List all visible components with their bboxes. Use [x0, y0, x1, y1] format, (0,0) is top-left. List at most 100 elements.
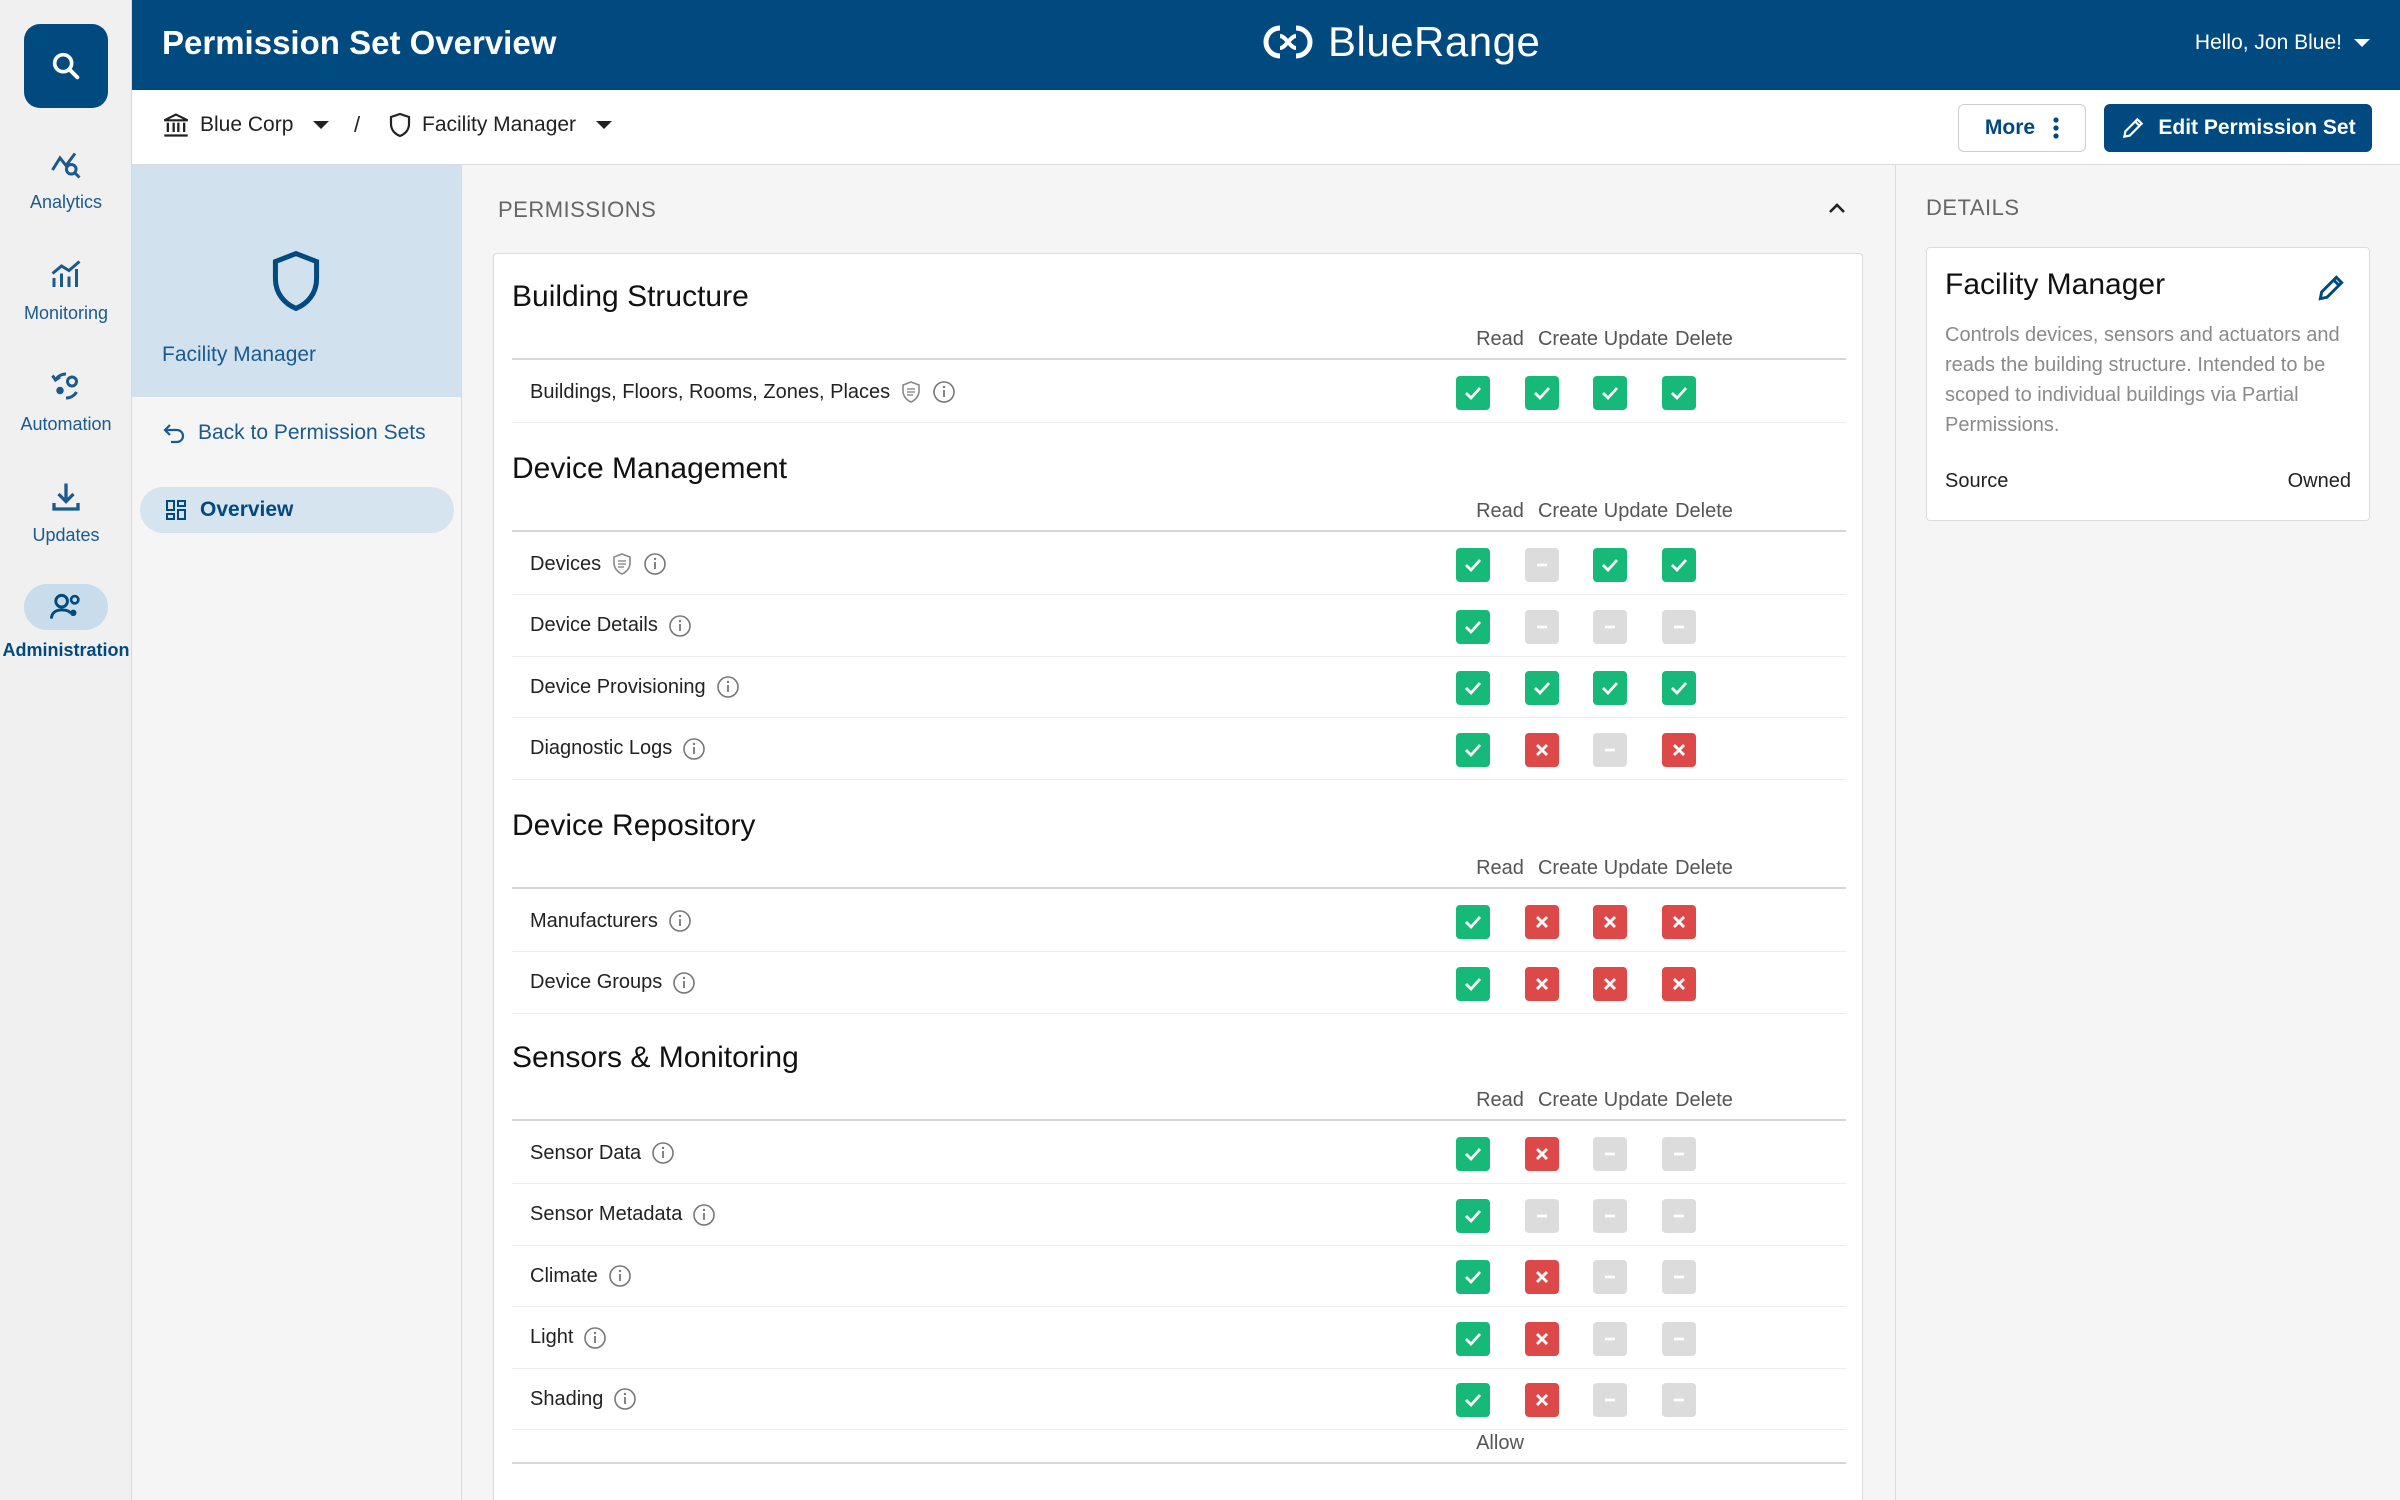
- overview-nav-item[interactable]: Overview: [140, 487, 454, 533]
- back-link-label: Back to Permission Sets: [198, 421, 426, 444]
- permission-row-label: Sensor Metadata: [530, 1203, 716, 1227]
- info-icon[interactable]: [682, 737, 706, 761]
- check-icon: [1465, 977, 1482, 991]
- permission-checkbox-create[interactable]: [1525, 966, 1559, 1001]
- permission-checkbox-delete[interactable]: [1662, 905, 1696, 939]
- permission-checkbox-delete[interactable]: [1662, 671, 1696, 705]
- permission-checkbox-delete[interactable]: [1662, 609, 1696, 644]
- permission-row-label: Device Details: [530, 614, 692, 638]
- permission-checkbox-create[interactable]: [1525, 1198, 1559, 1233]
- check-icon: [1602, 682, 1619, 696]
- permission-checkbox-update[interactable]: [1593, 609, 1627, 644]
- permission-checkbox-create[interactable]: [1525, 548, 1559, 582]
- edit-permission-set-button[interactable]: Edit Permission Set: [2104, 104, 2372, 152]
- permission-column-headers: Allow: [512, 1424, 1846, 1464]
- info-icon[interactable]: [608, 1264, 632, 1288]
- info-icon[interactable]: [651, 1141, 675, 1165]
- permission-checkbox-create[interactable]: [1525, 1137, 1559, 1171]
- permission-checkbox-update[interactable]: [1593, 548, 1627, 582]
- search-button[interactable]: [24, 24, 108, 108]
- chevron-down-icon: [596, 121, 613, 129]
- check-icon: [1465, 1209, 1482, 1223]
- details-card: Facility Manager Controls devices, senso…: [1926, 247, 2370, 521]
- permission-checkbox-update[interactable]: [1593, 966, 1627, 1001]
- rail-item-monitoring[interactable]: Monitoring: [0, 257, 132, 324]
- rail-item-updates[interactable]: Updates: [0, 479, 132, 546]
- permission-checkbox-read[interactable]: [1456, 966, 1490, 1001]
- permission-checkbox-read[interactable]: [1456, 1383, 1490, 1417]
- bluerange-logo-icon: [1263, 25, 1313, 59]
- permission-checkbox-delete[interactable]: [1662, 1383, 1696, 1417]
- info-icon[interactable]: [716, 675, 740, 699]
- permission-checkbox-create[interactable]: [1525, 732, 1559, 767]
- permission-checkbox-update[interactable]: [1593, 732, 1627, 767]
- permission-checkbox-update[interactable]: [1593, 376, 1627, 410]
- check-icon: [1465, 1271, 1482, 1285]
- permission-checkbox-delete[interactable]: [1662, 1198, 1696, 1233]
- permission-checkbox-update[interactable]: [1593, 1198, 1627, 1233]
- permission-checkbox-update[interactable]: [1593, 1383, 1627, 1417]
- permission-row: Diagnostic Logs: [512, 719, 1846, 780]
- permission-checkbox-read[interactable]: [1456, 609, 1490, 644]
- more-button[interactable]: More: [1958, 104, 2086, 152]
- check-icon: [1465, 916, 1482, 930]
- permission-checkbox-delete[interactable]: [1662, 548, 1696, 582]
- info-icon[interactable]: [613, 1387, 637, 1411]
- permission-checkbox-delete[interactable]: [1662, 966, 1696, 1001]
- permission-checkbox-delete[interactable]: [1662, 1260, 1696, 1294]
- info-icon[interactable]: [692, 1203, 716, 1227]
- breadcrumb-permission-set[interactable]: Facility Manager: [388, 112, 613, 138]
- user-menu[interactable]: Hello, Jon Blue!: [2195, 31, 2370, 55]
- permission-checkbox-create[interactable]: [1525, 1260, 1559, 1294]
- permission-checkbox-create[interactable]: [1525, 1321, 1559, 1356]
- permission-checkbox-update[interactable]: [1593, 671, 1627, 705]
- close-icon: [1536, 916, 1548, 928]
- permission-checkbox-read[interactable]: [1456, 1260, 1490, 1294]
- rail-item-administration[interactable]: Administration: [0, 584, 132, 661]
- permission-checkbox-update[interactable]: [1593, 1321, 1627, 1356]
- info-icon[interactable]: [583, 1326, 607, 1350]
- breadcrumb-org[interactable]: Blue Corp: [162, 112, 330, 138]
- permission-row: Device Provisioning: [512, 657, 1846, 718]
- permission-row: Buildings, Floors, Rooms, Zones, Places: [512, 362, 1846, 423]
- column-header-update: Update: [1603, 328, 1669, 350]
- info-icon[interactable]: [668, 909, 692, 933]
- permission-checkbox-read[interactable]: [1456, 905, 1490, 939]
- permission-checkbox-create[interactable]: [1525, 1383, 1559, 1417]
- permission-checkbox-read[interactable]: [1456, 548, 1490, 582]
- permission-checkbox-delete[interactable]: [1662, 1137, 1696, 1171]
- permission-row-label: Diagnostic Logs: [530, 737, 706, 761]
- permission-checkbox-read[interactable]: [1456, 732, 1490, 767]
- permission-row: Device Groups: [512, 953, 1846, 1014]
- permission-checkbox-delete[interactable]: [1662, 732, 1696, 767]
- permission-column-headers: Read Create Update Delete: [512, 320, 1846, 360]
- pencil-icon[interactable]: [2315, 272, 2347, 304]
- permission-checkbox-read[interactable]: [1456, 671, 1490, 705]
- permission-checkbox-create[interactable]: [1525, 376, 1559, 410]
- permission-checkbox-read[interactable]: [1456, 1137, 1490, 1171]
- permission-checkbox-read[interactable]: [1456, 1198, 1490, 1233]
- back-to-permission-sets-link[interactable]: Back to Permission Sets: [162, 421, 426, 445]
- info-icon[interactable]: [932, 380, 956, 404]
- permission-checkbox-read[interactable]: [1456, 376, 1490, 410]
- permission-checkbox-delete[interactable]: [1662, 376, 1696, 410]
- rail-item-automation[interactable]: Automation: [0, 368, 132, 435]
- permission-checkbox-update[interactable]: [1593, 1260, 1627, 1294]
- close-icon: [1673, 916, 1685, 928]
- permission-row-label: Climate: [530, 1264, 632, 1288]
- permission-checkbox-delete[interactable]: [1662, 1321, 1696, 1356]
- permissions-card: Building Structure Read Create Update Delete…: [493, 253, 1863, 1500]
- chevron-up-icon[interactable]: [1827, 201, 1847, 215]
- permission-checkbox-read[interactable]: [1456, 1321, 1490, 1356]
- permission-checkbox-create[interactable]: [1525, 905, 1559, 939]
- info-icon[interactable]: [672, 971, 696, 995]
- permission-checkbox-create[interactable]: [1525, 609, 1559, 644]
- permission-checkbox-create[interactable]: [1525, 671, 1559, 705]
- permission-checkbox-update[interactable]: [1593, 1137, 1627, 1171]
- permission-checkbox-update[interactable]: [1593, 905, 1627, 939]
- info-icon[interactable]: [643, 552, 667, 576]
- rail-item-analytics[interactable]: Analytics: [0, 146, 132, 213]
- info-icon[interactable]: [668, 614, 692, 638]
- permission-name: Diagnostic Logs: [530, 737, 673, 759]
- column-header-update: Update: [1603, 857, 1669, 879]
